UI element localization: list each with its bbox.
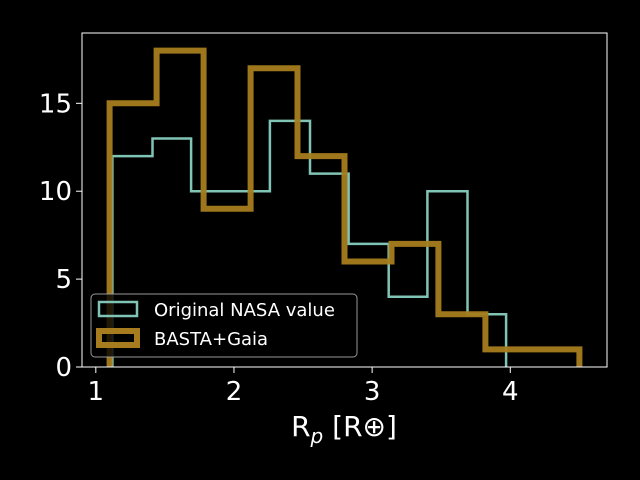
x-tick-label: 3: [364, 377, 381, 407]
y-tick-label: 15: [39, 89, 72, 119]
y-tick-label: 10: [39, 177, 72, 207]
histogram-series-0: [111, 119, 508, 367]
legend-swatch-basta-gaia: [96, 328, 140, 348]
legend: Original NASA value BASTA+Gaia: [90, 293, 358, 358]
x-axis-label-subscript: p: [310, 424, 324, 448]
x-axis-label-unit: [R⊕]: [323, 410, 397, 443]
legend-swatch-original-nasa: [97, 300, 139, 318]
plot-frame: [81, 32, 608, 368]
series-layer: [106, 47, 583, 367]
ticks-layer: 1 2 3 4 0 5 10 15: [39, 89, 519, 407]
y-tick-label: 5: [55, 265, 72, 295]
histogram-series-1: [106, 47, 583, 367]
y-tick-label: 0: [55, 353, 72, 383]
x-axis-label-main: R: [291, 410, 310, 443]
legend-label-original-nasa: Original NASA value: [154, 300, 335, 321]
x-tick-label: 2: [226, 377, 243, 407]
x-axis-label: Rp [R⊕]: [291, 410, 397, 448]
x-tick-label: 4: [502, 377, 519, 407]
legend-box: [90, 293, 358, 358]
x-tick-label: 1: [88, 377, 105, 407]
legend-label-basta-gaia: BASTA+Gaia: [154, 329, 268, 350]
